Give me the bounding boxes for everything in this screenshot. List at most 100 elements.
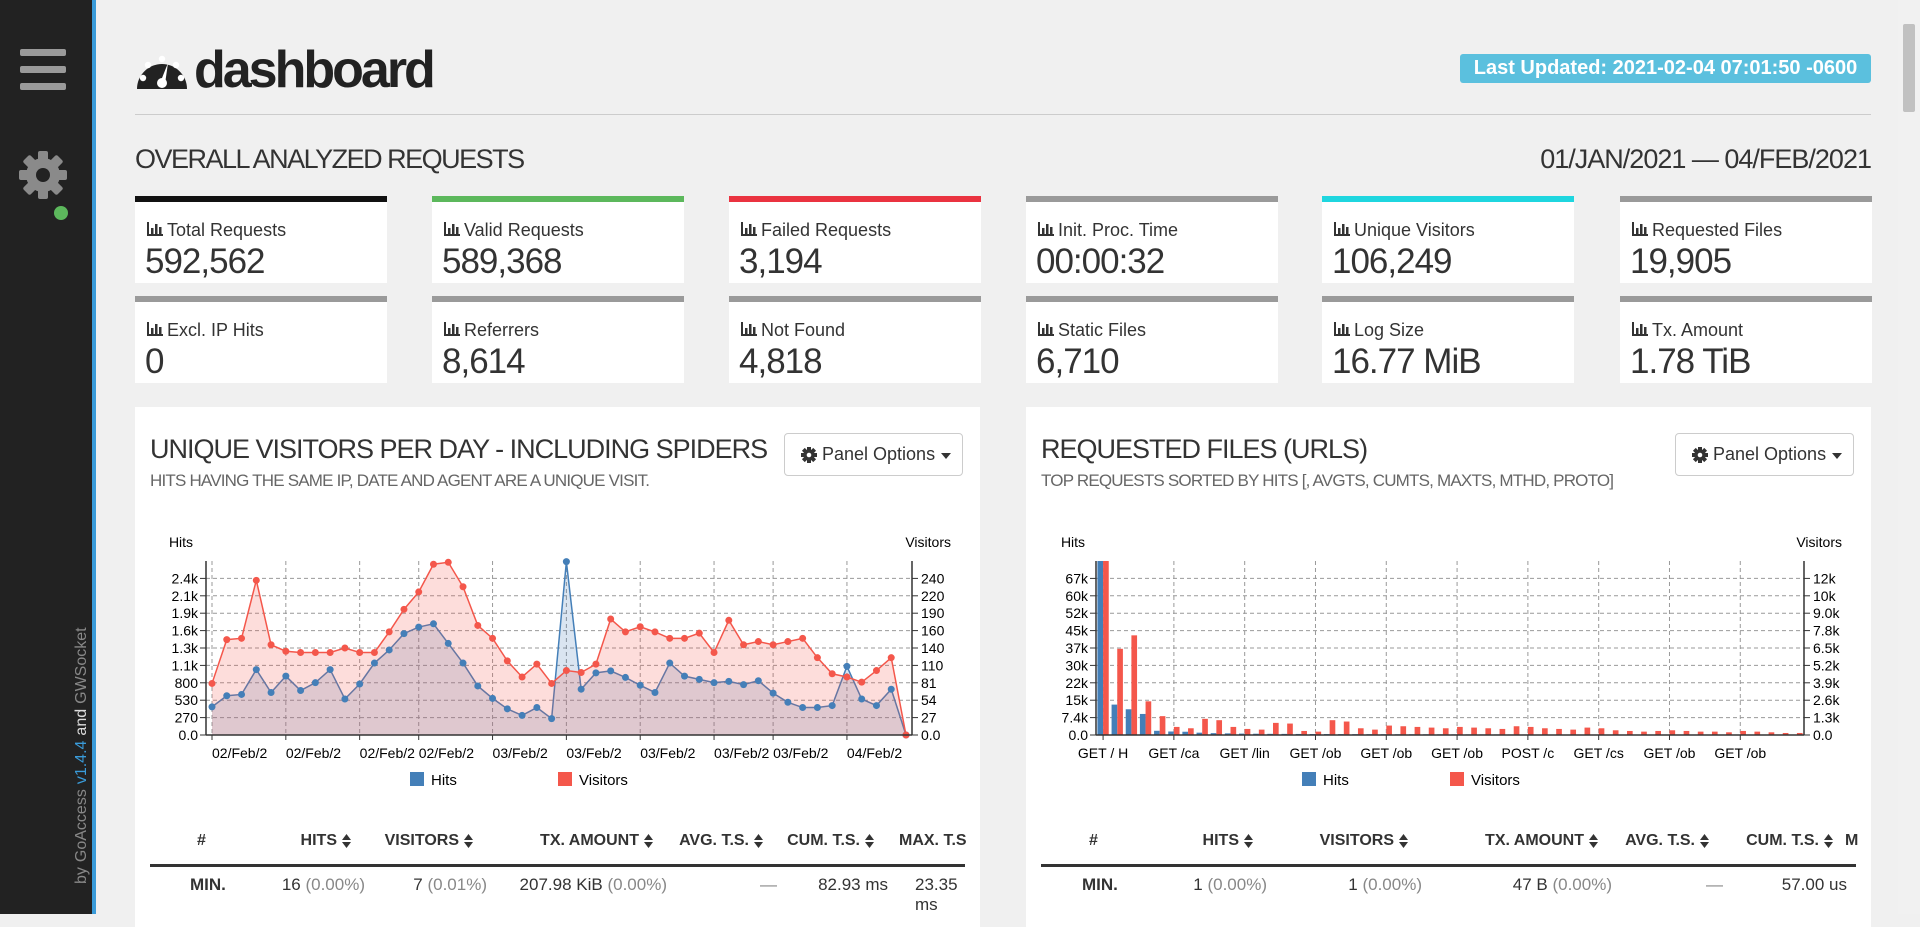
card-value: 16.77 MiB: [1332, 342, 1481, 382]
card-label: Valid Requests: [464, 220, 584, 241]
card-label: Not Found: [761, 320, 845, 341]
table-header-text: CUM. T.S.: [787, 832, 860, 849]
dashboard-icon: [135, 47, 189, 91]
overall-title: OVERALL ANALYZED REQUESTS: [135, 144, 524, 175]
cell-value: 1: [1193, 875, 1202, 894]
credit-part: GoAccess: [73, 789, 90, 862]
card-label: Log Size: [1354, 320, 1424, 341]
sidebar: byGoAccessv1.4.4andGWSocket: [0, 0, 96, 914]
card-value: 00:00:32: [1036, 242, 1164, 282]
card-value: 589,368: [442, 242, 562, 282]
panel: REQUESTED FILES (URLS)TOP REQUESTS SORTE…: [1026, 407, 1871, 927]
table-cell: 7 (0.01%): [413, 875, 487, 895]
menu-button[interactable]: [20, 49, 66, 90]
card-label: Tx. Amount: [1652, 320, 1743, 341]
table-header[interactable]: TX. AMOUNT: [540, 832, 653, 850]
panel-options-button[interactable]: Panel Options: [784, 433, 963, 476]
card-label: Unique Visitors: [1354, 220, 1475, 241]
last-updated: Last Updated: 2021-02-04 07:01:50 -0600: [1460, 54, 1871, 83]
table-header: #: [1089, 832, 1098, 850]
card-label: Excl. IP Hits: [167, 320, 264, 341]
table-cell: —: [760, 875, 777, 895]
panel-options-button[interactable]: Panel Options: [1675, 433, 1854, 476]
table-header[interactable]: HITS: [1203, 832, 1253, 850]
credit-part: by: [73, 867, 90, 884]
cell-value: 82.93 ms: [818, 875, 888, 894]
cell-value: 1: [1348, 875, 1357, 894]
page-title: dashboard: [194, 40, 433, 100]
cell-value: 7: [413, 875, 422, 894]
table-header: MAX. T.S: [899, 832, 967, 850]
table-header-text: VISITORS: [385, 832, 459, 849]
panel-subtitle: HITS HAVING THE SAME IP, DATE AND AGENT …: [150, 471, 649, 491]
table-header-text: HITS: [1203, 832, 1239, 849]
panel-subtitle: TOP REQUESTS SORTED BY HITS [, AVGTS, CU…: [1041, 471, 1613, 491]
card-label-text: Log Size: [1354, 320, 1424, 340]
cell-percent: (0.01%): [427, 875, 487, 894]
table-header-text: AVG. T.S.: [679, 832, 749, 849]
card-label: Static Files: [1058, 320, 1146, 341]
card-value: 1.78 TiB: [1630, 342, 1750, 382]
table-header[interactable]: VISITORS: [385, 832, 473, 850]
table-header[interactable]: VISITORS: [1320, 832, 1408, 850]
table-header-text: AVG. T.S.: [1625, 832, 1695, 849]
panel-options-label: Panel Options: [1713, 444, 1826, 465]
card-label: Requested Files: [1652, 220, 1782, 241]
table-header-text: CUM. T.S.: [1746, 832, 1819, 849]
table-cell: 1 (0.00%): [1348, 875, 1422, 895]
card-label-text: Total Requests: [167, 220, 286, 240]
card-label-text: Static Files: [1058, 320, 1146, 340]
table-header-text: TX. AMOUNT: [1485, 832, 1584, 849]
table-cell: —: [1706, 875, 1723, 895]
card-value: 19,905: [1630, 242, 1731, 282]
table-header[interactable]: HITS: [301, 832, 351, 850]
card-label: Init. Proc. Time: [1058, 220, 1178, 241]
cell-percent: (0.00%): [1207, 875, 1267, 894]
card-label-text: Excl. IP Hits: [167, 320, 264, 340]
card-value: 0: [145, 342, 163, 382]
table-cell: 47 B (0.00%): [1513, 875, 1612, 895]
table-header[interactable]: CUM. T.S.: [787, 832, 874, 850]
credit: byGoAccessv1.4.4andGWSocket: [73, 622, 91, 884]
card-label: Total Requests: [167, 220, 286, 241]
card-label-text: Requested Files: [1652, 220, 1782, 240]
card-label-text: Tx. Amount: [1652, 320, 1743, 340]
table-cell: 23.35 ms: [915, 875, 980, 915]
table-header-rule: [1041, 864, 1856, 867]
settings-button[interactable]: [19, 151, 67, 199]
table-header-rule: [150, 864, 965, 867]
table-header-text: HITS: [301, 832, 337, 849]
cell-percent: (0.00%): [1362, 875, 1422, 894]
panel: UNIQUE VISITORS PER DAY - INCLUDING SPID…: [135, 407, 980, 927]
table-header[interactable]: AVG. T.S.: [679, 832, 763, 850]
date-range: 01/JAN/2021 — 04/FEB/2021: [1540, 144, 1871, 175]
credit-part: v1.4.4: [73, 741, 90, 785]
table-header[interactable]: CUM. T.S.: [1746, 832, 1833, 850]
table-cell: 82.93 ms: [818, 875, 888, 895]
status-dot: [54, 206, 68, 220]
table-header[interactable]: AVG. T.S.: [1625, 832, 1709, 850]
scroll-thumb[interactable]: [1903, 24, 1915, 112]
scrollbar: [1898, 0, 1920, 914]
table-header: #: [197, 832, 206, 850]
card-label: Referrers: [464, 320, 539, 341]
card-value: 8,614: [442, 342, 525, 382]
table-header[interactable]: TX. AMOUNT: [1485, 832, 1598, 850]
panel-options-label: Panel Options: [822, 444, 935, 465]
credit-part: and: [73, 709, 90, 736]
card-label-text: Init. Proc. Time: [1058, 220, 1178, 240]
card-value: 4,818: [739, 342, 822, 382]
cell-percent: (0.00%): [607, 875, 667, 894]
card-value: 106,249: [1332, 242, 1452, 282]
table-header: M: [1845, 832, 1858, 850]
card-label: Failed Requests: [761, 220, 891, 241]
